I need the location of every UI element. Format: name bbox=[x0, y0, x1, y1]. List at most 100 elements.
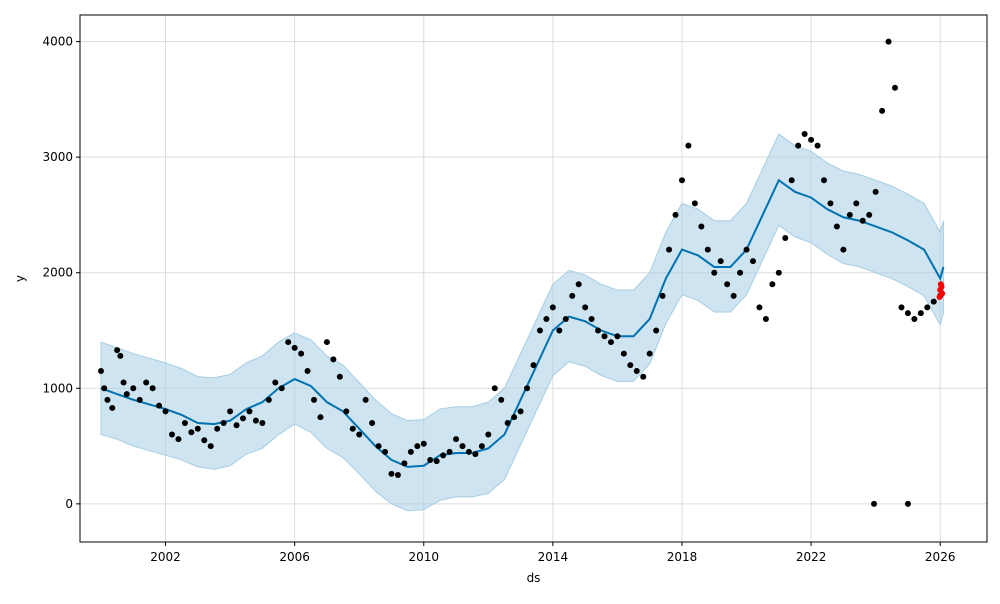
x-tick-label: 2006 bbox=[279, 550, 310, 564]
x-tick-label: 2010 bbox=[408, 550, 439, 564]
observed-point bbox=[614, 333, 621, 340]
observed-point bbox=[162, 408, 169, 415]
observed-point bbox=[749, 258, 756, 265]
y-tick-label: 4000 bbox=[42, 35, 73, 49]
observed-point bbox=[511, 414, 518, 421]
observed-point bbox=[323, 339, 330, 346]
observed-point bbox=[407, 448, 414, 455]
observed-point bbox=[724, 281, 731, 288]
y-axis-label: y bbox=[13, 275, 27, 282]
observed-point bbox=[827, 200, 834, 207]
observed-point bbox=[640, 373, 647, 380]
observed-point bbox=[156, 402, 163, 409]
observed-point bbox=[181, 419, 188, 426]
observed-point bbox=[317, 414, 324, 421]
observed-point bbox=[904, 500, 911, 507]
observed-point bbox=[427, 456, 434, 463]
x-tick-label: 2014 bbox=[538, 550, 569, 564]
observed-point bbox=[420, 440, 427, 447]
observed-point bbox=[562, 315, 569, 322]
observed-point bbox=[504, 419, 511, 426]
observed-point bbox=[820, 177, 827, 184]
x-tick-label: 2026 bbox=[925, 550, 956, 564]
observed-point bbox=[220, 419, 227, 426]
observed-point bbox=[491, 385, 498, 392]
observed-point bbox=[517, 408, 524, 415]
observed-point bbox=[678, 177, 685, 184]
observed-point bbox=[871, 500, 878, 507]
observed-point bbox=[214, 425, 221, 432]
observed-point bbox=[168, 431, 175, 438]
observed-point bbox=[117, 352, 124, 359]
observed-point bbox=[123, 391, 130, 398]
observed-point bbox=[446, 448, 453, 455]
observed-point bbox=[465, 448, 472, 455]
observed-point bbox=[362, 396, 369, 403]
observed-point bbox=[892, 84, 899, 91]
observed-point bbox=[582, 304, 589, 311]
observed-point bbox=[433, 458, 440, 465]
observed-point bbox=[414, 443, 421, 450]
observed-point bbox=[149, 385, 156, 392]
observed-point bbox=[388, 470, 395, 477]
observed-point bbox=[394, 471, 401, 478]
observed-point bbox=[930, 298, 937, 305]
observed-point bbox=[401, 460, 408, 467]
observed-point bbox=[801, 131, 808, 138]
observed-point bbox=[530, 362, 537, 369]
observed-point bbox=[633, 367, 640, 374]
x-tick-label: 2018 bbox=[667, 550, 698, 564]
x-axis-label: ds bbox=[527, 571, 541, 585]
observed-point bbox=[575, 281, 582, 288]
observed-point bbox=[109, 404, 116, 411]
observed-point bbox=[704, 246, 711, 253]
observed-point bbox=[711, 269, 718, 276]
observed-point bbox=[762, 315, 769, 322]
x-axis-ticks: 2002 2006 2010 2014 2018 2022 2026 bbox=[150, 542, 955, 564]
forecast-line-layer bbox=[100, 178, 945, 468]
observed-point bbox=[478, 443, 485, 450]
y-tick-label: 2000 bbox=[42, 266, 73, 280]
observed-point bbox=[885, 38, 892, 45]
observed-point bbox=[814, 142, 821, 149]
highlight-point bbox=[938, 283, 945, 290]
uncertainty-band bbox=[100, 133, 944, 512]
observed-point bbox=[194, 425, 201, 432]
observed-point bbox=[808, 136, 815, 143]
observed-point bbox=[349, 425, 356, 432]
observed-point bbox=[97, 367, 104, 374]
observed-point bbox=[524, 385, 531, 392]
observed-point bbox=[840, 246, 847, 253]
observed-point bbox=[672, 211, 679, 218]
observed-point bbox=[291, 344, 298, 351]
observed-point bbox=[101, 385, 108, 392]
y-axis-ticks: 0 1000 2000 3000 4000 bbox=[42, 35, 80, 511]
observed-point bbox=[272, 379, 279, 386]
observed-point bbox=[775, 269, 782, 276]
observed-point bbox=[472, 451, 479, 458]
observed-point bbox=[459, 443, 466, 450]
observed-point bbox=[114, 347, 121, 354]
observed-point bbox=[336, 373, 343, 380]
observed-point bbox=[620, 350, 627, 357]
observed-point bbox=[343, 408, 350, 415]
y-tick-label: 0 bbox=[65, 497, 73, 511]
observed-point bbox=[311, 396, 318, 403]
observed-point bbox=[917, 310, 924, 317]
observed-point bbox=[737, 269, 744, 276]
observed-point bbox=[601, 333, 608, 340]
observed-point bbox=[227, 408, 234, 415]
observed-point bbox=[304, 367, 311, 374]
observed-point bbox=[627, 362, 634, 369]
observed-point bbox=[536, 327, 543, 334]
uncertainty-band-layer bbox=[100, 133, 944, 512]
observed-point bbox=[188, 429, 195, 436]
observed-point bbox=[646, 350, 653, 357]
observed-point bbox=[653, 327, 660, 334]
y-tick-label: 3000 bbox=[42, 150, 73, 164]
observed-point bbox=[175, 436, 182, 443]
observed-point bbox=[375, 443, 382, 450]
observed-point bbox=[330, 356, 337, 363]
